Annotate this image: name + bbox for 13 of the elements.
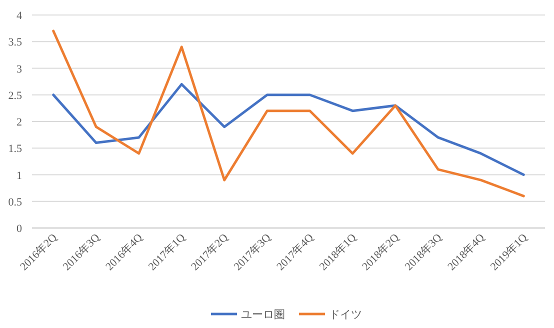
legend-label: ユーロ圏: [241, 309, 285, 321]
line-series: [52, 82, 525, 176]
y-tick-label: 0.5: [8, 196, 22, 208]
y-tick-label: 2.5: [8, 90, 22, 102]
y-tick-label: 3.5: [8, 36, 22, 49]
y-tick-label: 1: [16, 170, 22, 182]
y-tick-label: 2: [16, 116, 22, 128]
y-tick-label: 1.5: [8, 143, 22, 156]
legend-label: ドイツ: [329, 309, 362, 321]
y-tick-label: 0: [16, 223, 22, 235]
line-series: [52, 30, 525, 198]
y-tick-label: 4: [16, 10, 22, 22]
y-tick-label: 3: [16, 63, 22, 76]
